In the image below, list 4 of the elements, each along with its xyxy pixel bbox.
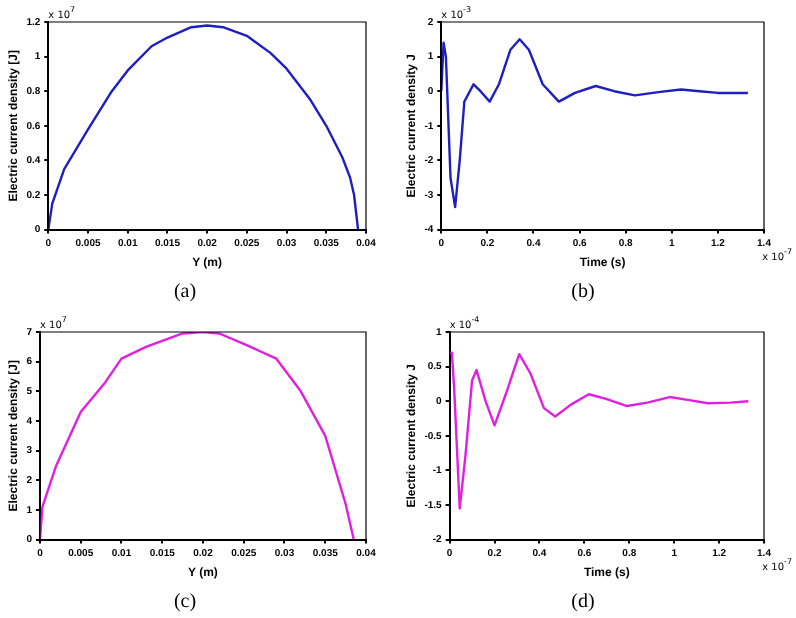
text: (c) [173,591,197,614]
text: (a) [173,281,197,304]
text: (b) [571,281,595,304]
text: (d) [571,591,595,614]
